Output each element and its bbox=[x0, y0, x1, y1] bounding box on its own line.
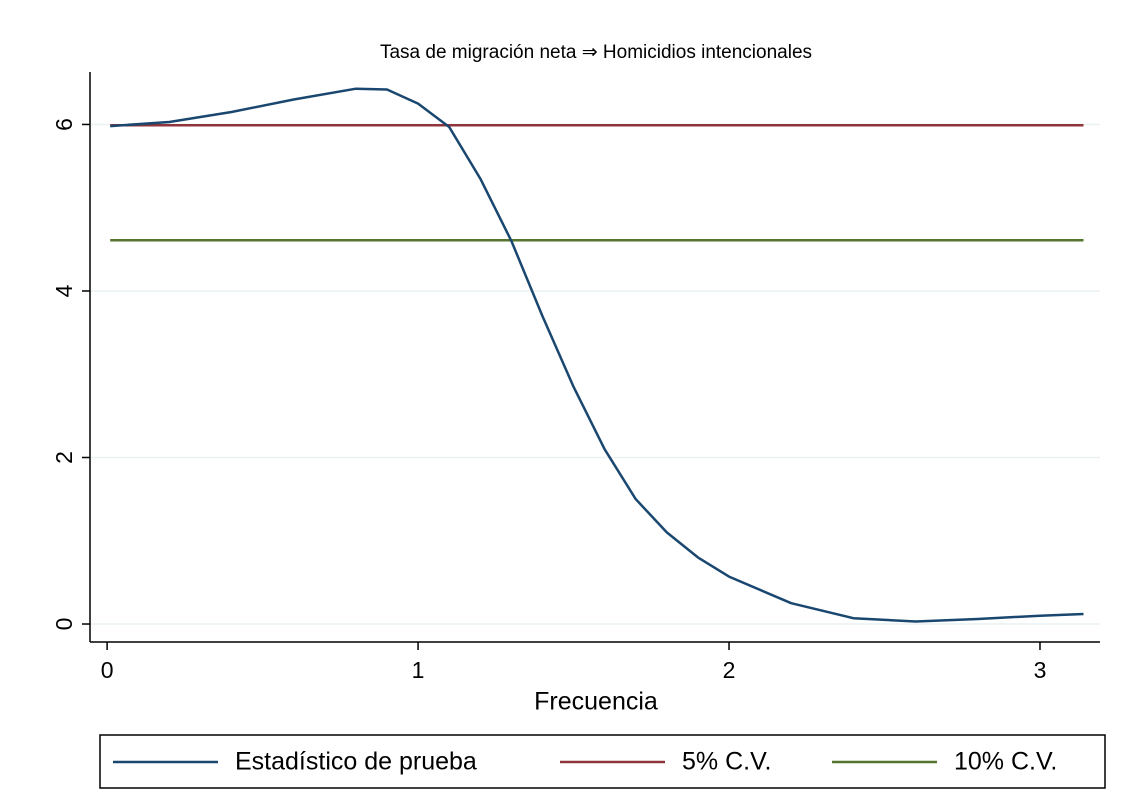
legend-label: 5% C.V. bbox=[682, 748, 771, 776]
y-tick-label: 4 bbox=[51, 284, 77, 297]
legend-label: Estadístico de prueba bbox=[235, 748, 477, 776]
x-axis-label: Frecuencia bbox=[534, 688, 658, 716]
x-tick-label: 2 bbox=[723, 657, 736, 683]
x-tick-label: 3 bbox=[1034, 657, 1047, 683]
x-tick-label: 1 bbox=[412, 657, 425, 683]
chart-title: Tasa de migración neta ⇒ Homicidios inte… bbox=[380, 42, 812, 63]
y-tick-label: 0 bbox=[51, 618, 77, 631]
x-tick-label: 0 bbox=[101, 657, 114, 683]
line-series bbox=[110, 87, 1084, 623]
y-tick-label: 6 bbox=[51, 118, 77, 131]
legend-label: 10% C.V. bbox=[954, 748, 1057, 776]
y-tick-label: 2 bbox=[51, 451, 77, 464]
